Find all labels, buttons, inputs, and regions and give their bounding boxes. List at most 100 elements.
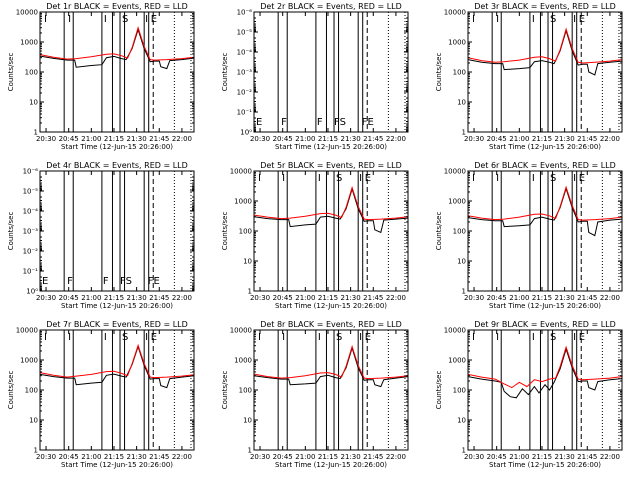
x-tick-label: 21:30 bbox=[555, 453, 575, 461]
x-tick-label: 21:30 bbox=[555, 294, 575, 302]
x-axis-label: Start Time (12-Jun-15 20:26:00) bbox=[489, 461, 601, 469]
y-tick-label: 10⁻² bbox=[23, 248, 39, 256]
marker-letter: I bbox=[472, 332, 475, 343]
x-tick-label: 21:00 bbox=[509, 294, 529, 302]
x-axis-label: Start Time (12-Jun-15 20:26:00) bbox=[61, 302, 173, 310]
marker-letter: I bbox=[532, 173, 535, 184]
y-axis-label: Counts/sec bbox=[221, 212, 229, 251]
marker-letter: I bbox=[496, 173, 499, 184]
y-tick-label: 10 bbox=[29, 417, 38, 425]
marker-letter: I bbox=[68, 14, 71, 25]
series-line-events bbox=[40, 27, 194, 70]
y-tick-label: 10⁻¹ bbox=[23, 268, 39, 276]
x-tick-label: 21:45 bbox=[363, 453, 383, 461]
x-axis-label: Start Time (12-Jun-15 20:26:00) bbox=[275, 143, 387, 151]
x-tick-label: 21:45 bbox=[149, 135, 169, 143]
x-tick-label: 20:30 bbox=[36, 294, 56, 302]
y-tick-label: 10 bbox=[243, 258, 252, 266]
plot-frame bbox=[39, 170, 195, 292]
series-line-events bbox=[254, 187, 408, 234]
marker-letter: F bbox=[67, 276, 73, 287]
x-tick-label: 20:45 bbox=[273, 453, 293, 461]
marker-letter: E bbox=[579, 332, 585, 343]
y-tick-label: 1 bbox=[34, 447, 38, 455]
x-tick-label: 22:00 bbox=[386, 453, 406, 461]
x-axis-label: Start Time (12-Jun-15 20:26:00) bbox=[61, 143, 173, 151]
marker-letter: I bbox=[68, 332, 71, 343]
y-tick-label: 10⁻⁵ bbox=[237, 29, 253, 37]
x-tick-label: 20:45 bbox=[59, 453, 79, 461]
marker-letter: E bbox=[579, 14, 585, 25]
x-tick-label: 20:45 bbox=[487, 294, 507, 302]
series-line-lld bbox=[40, 343, 194, 379]
y-tick-label: 1 bbox=[462, 129, 466, 137]
y-axis-label: Counts/sec bbox=[435, 53, 443, 92]
marker-letter: I bbox=[258, 173, 261, 184]
marker-letter: S bbox=[550, 14, 556, 25]
y-tick-label: 10000 bbox=[444, 9, 466, 17]
y-tick-label: 10000 bbox=[16, 9, 38, 17]
y-tick-label: 10000 bbox=[230, 168, 252, 176]
x-tick-label: 22:00 bbox=[600, 294, 620, 302]
marker-letter: I bbox=[573, 332, 576, 343]
x-axis-label: Start Time (12-Jun-15 20:26:00) bbox=[275, 461, 387, 469]
series-line-lld bbox=[468, 185, 622, 221]
x-tick-label: 20:45 bbox=[273, 294, 293, 302]
marker-letter: I bbox=[104, 14, 107, 25]
chart-title: Det 3r BLACK = Events, RED = LLD bbox=[474, 2, 616, 11]
series-line-events bbox=[254, 346, 408, 388]
plot-frame bbox=[467, 329, 623, 451]
x-tick-label: 21:30 bbox=[341, 453, 361, 461]
chart-title: Det 7r BLACK = Events, RED = LLD bbox=[46, 320, 188, 329]
y-tick-label: 10⁻⁵ bbox=[23, 188, 39, 196]
y-tick-label: 10000 bbox=[444, 168, 466, 176]
marker-letter: I bbox=[496, 14, 499, 25]
marker-letter: F bbox=[103, 276, 109, 287]
marker-letter: I bbox=[282, 332, 285, 343]
x-tick-label: 21:00 bbox=[509, 135, 529, 143]
marker-letter: I bbox=[318, 332, 321, 343]
y-tick-label: 10⁰ bbox=[240, 129, 252, 137]
series-line-lld bbox=[468, 27, 622, 64]
y-tick-label: 10 bbox=[457, 417, 466, 425]
y-tick-label: 1000 bbox=[234, 357, 252, 365]
y-tick-label: 10⁻⁴ bbox=[237, 49, 253, 57]
y-tick-label: 10⁻⁶ bbox=[237, 9, 253, 17]
x-tick-label: 21:15 bbox=[104, 453, 124, 461]
marker-letter: I bbox=[532, 14, 535, 25]
marker-letter: I bbox=[573, 173, 576, 184]
x-tick-label: 21:30 bbox=[127, 294, 147, 302]
y-tick-label: 100 bbox=[239, 387, 252, 395]
x-tick-label: 21:45 bbox=[577, 135, 597, 143]
marker-letter: S bbox=[122, 332, 128, 343]
marker-letter: S bbox=[550, 332, 556, 343]
y-tick-label: 1000 bbox=[448, 357, 466, 365]
x-tick-label: 22:00 bbox=[386, 294, 406, 302]
x-tick-label: 20:30 bbox=[250, 453, 270, 461]
x-tick-label: 20:45 bbox=[487, 135, 507, 143]
x-tick-label: 21:00 bbox=[81, 294, 101, 302]
x-tick-label: 22:00 bbox=[172, 453, 192, 461]
marker-letter: E bbox=[256, 117, 262, 128]
x-tick-label: 21:00 bbox=[295, 453, 315, 461]
y-tick-label: 10000 bbox=[444, 327, 466, 335]
y-axis-label: Counts/sec bbox=[435, 371, 443, 410]
marker-letter: I bbox=[573, 14, 576, 25]
x-tick-label: 21:30 bbox=[341, 135, 361, 143]
y-tick-label: 100 bbox=[239, 228, 252, 236]
y-axis-label: Counts/sec bbox=[7, 371, 15, 410]
x-tick-label: 22:00 bbox=[386, 135, 406, 143]
y-tick-label: 1 bbox=[462, 447, 466, 455]
x-tick-label: 22:00 bbox=[172, 294, 192, 302]
x-tick-label: 21:15 bbox=[104, 135, 124, 143]
marker-letter: S bbox=[122, 14, 128, 25]
y-tick-label: 1000 bbox=[448, 198, 466, 206]
y-tick-label: 1000 bbox=[20, 357, 38, 365]
chart-title: Det 8r BLACK = Events, RED = LLD bbox=[260, 320, 402, 329]
y-tick-label: 10⁻¹ bbox=[237, 109, 253, 117]
y-axis-label: Counts/sec bbox=[7, 53, 15, 92]
